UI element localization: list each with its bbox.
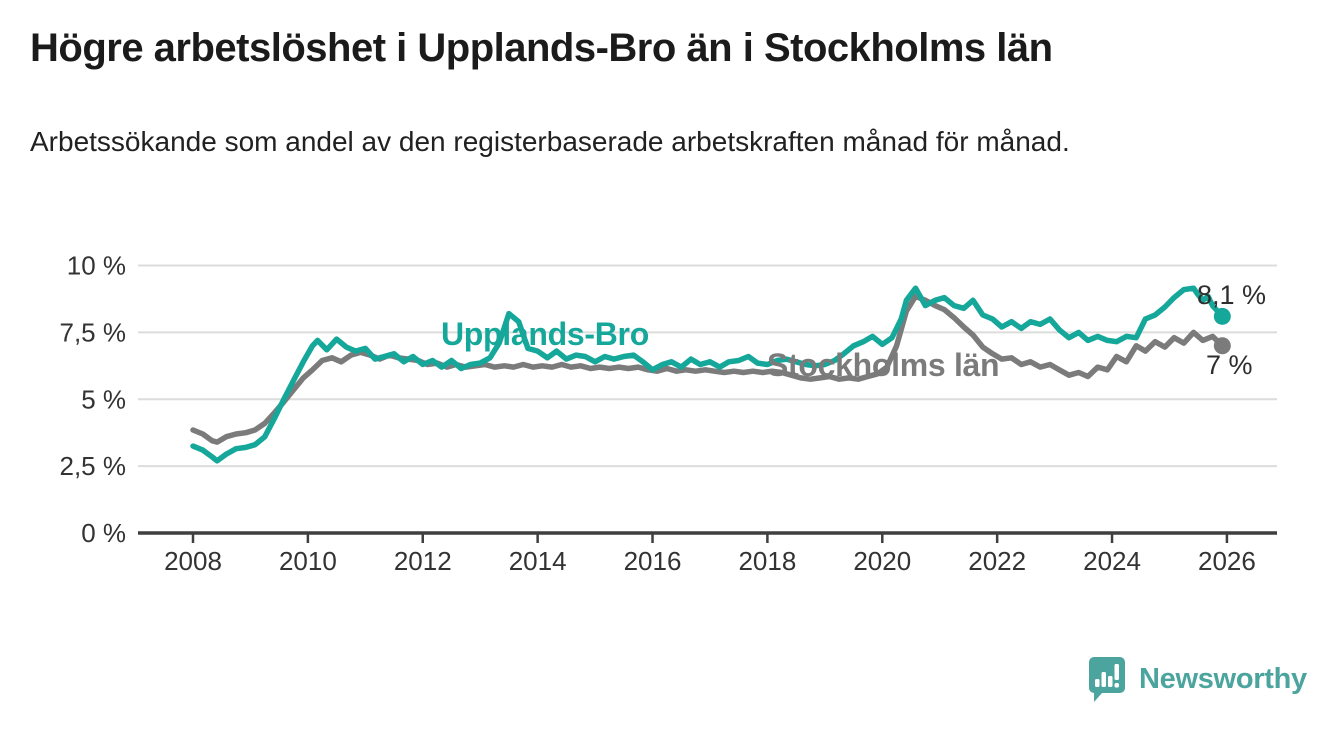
y-tick-label: 5 %: [81, 384, 126, 414]
page-subtitle: Arbetssökande som andel av den registerb…: [30, 126, 1070, 157]
end-value-label-upplands-bro: 8,1 %: [1197, 280, 1267, 310]
series-end-dot-stockholms-lan: [1213, 337, 1231, 355]
series-label-upplands-bro: Upplands-Bro: [441, 316, 649, 352]
y-tick-label: 10 %: [67, 251, 126, 281]
x-tick-label: 2014: [509, 546, 567, 576]
brand-name: Newsworthy: [1139, 662, 1307, 695]
x-tick-label: 2008: [164, 546, 222, 576]
x-tick-label: 2024: [1083, 546, 1141, 576]
newsworthy-logo-icon: [1089, 657, 1125, 702]
newsworthy-brand: Newsworthy: [1086, 655, 1307, 703]
end-value-label-stockholms-lan: 7 %: [1206, 350, 1253, 380]
x-tick-label: 2018: [738, 546, 796, 576]
series-line-upplands-bro: [190, 285, 1226, 464]
x-tick-label: 2022: [968, 546, 1026, 576]
series-end-dot-upplands-bro: [1213, 307, 1231, 325]
x-tick-label: 2016: [624, 546, 682, 576]
series-line-stockholms-lan: [190, 293, 1226, 445]
x-tick-label: 2010: [279, 546, 337, 576]
x-tick-label: 2020: [853, 546, 911, 576]
x-tick-label: 2026: [1198, 546, 1256, 576]
y-tick-label: 0 %: [81, 518, 126, 548]
series-label-stockholms-lan: Stockholms län: [767, 347, 1000, 383]
x-tick-label: 2012: [394, 546, 452, 576]
page-title: Högre arbetslöshet i Upplands-Bro än i S…: [30, 26, 1053, 70]
y-tick-label: 2,5 %: [60, 451, 127, 481]
y-tick-label: 7,5 %: [60, 317, 127, 347]
